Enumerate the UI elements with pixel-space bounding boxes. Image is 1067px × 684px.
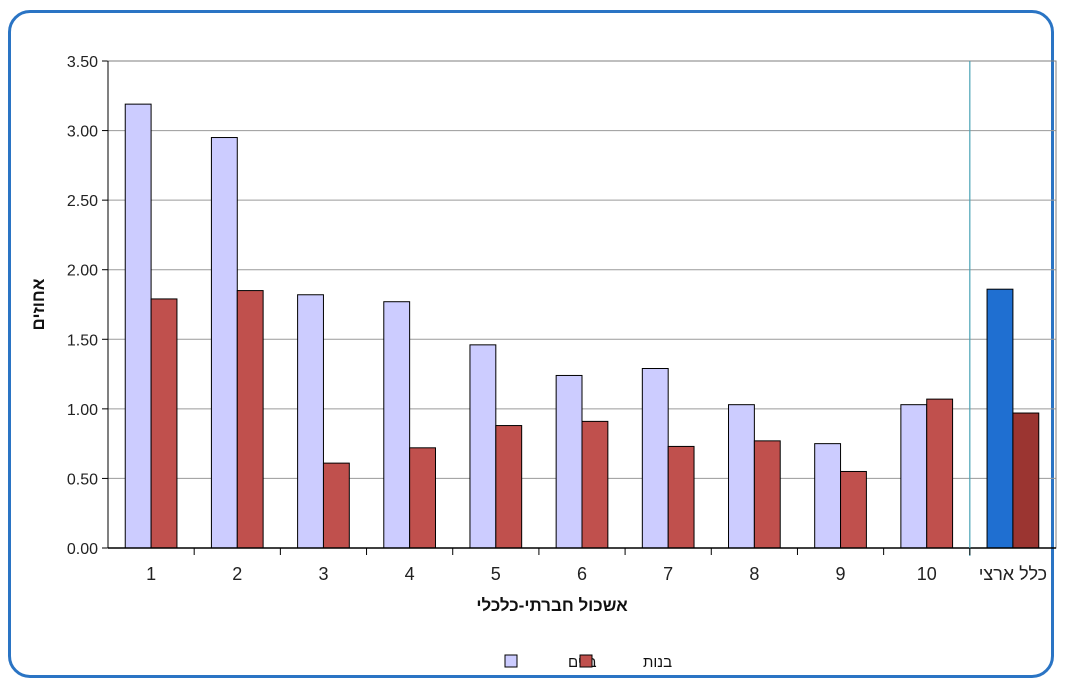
- y-axis-title: אחוזים: [29, 278, 48, 330]
- bar: [297, 294, 324, 549]
- x-tick-label: כלל ארצי: [979, 564, 1047, 584]
- grid-lines: [108, 60, 1056, 479]
- bar: [641, 368, 669, 549]
- x-tick-label: 7: [663, 564, 673, 584]
- bar: [555, 374, 583, 549]
- legend-swatch-girls: [579, 654, 593, 668]
- x-axis-title: אשכול חברתי-כלכלי: [476, 596, 628, 615]
- bar: [814, 443, 842, 549]
- x-tick-label: 8: [749, 564, 759, 584]
- x-tick-label: 5: [491, 564, 501, 584]
- bar: [728, 404, 755, 549]
- bar: [753, 440, 781, 549]
- y-tick-label: 0.50: [67, 471, 98, 488]
- bar: [409, 447, 436, 549]
- bar: [1012, 412, 1040, 549]
- bar: [495, 425, 523, 549]
- x-tick-label: 4: [405, 564, 415, 584]
- bar: [469, 344, 497, 549]
- bar: [926, 398, 954, 549]
- chart-frame: [8, 10, 1054, 678]
- x-tick-labels: 1 2 3 4 5 6 7 8 9 10 כלל ארצי: [146, 564, 1047, 584]
- bar: [124, 103, 152, 549]
- bars: [124, 103, 1040, 549]
- x-tick-label: 1: [146, 564, 156, 584]
- y-tick-label: 3.50: [67, 54, 98, 71]
- bar: [986, 288, 1014, 549]
- y-tick-label: 2.00: [67, 263, 98, 280]
- x-tick-label: 3: [318, 564, 328, 584]
- legend-label-girls: בנות: [643, 654, 672, 671]
- legend-swatch-boys: [504, 654, 518, 668]
- bar: [322, 462, 350, 549]
- x-tick-label: 9: [836, 564, 846, 584]
- x-tick-label: 10: [917, 564, 937, 584]
- bar: [150, 298, 178, 549]
- bar: [900, 404, 928, 549]
- bar: [210, 137, 238, 549]
- legend: בנים בנות: [504, 654, 672, 671]
- bar: [383, 301, 411, 549]
- y-tick-label: 1.00: [67, 402, 98, 419]
- y-tick-labels: 0.00 0.50 1.00 1.50 2.00 2.50 3.00 3.50: [67, 54, 98, 558]
- bar: [840, 470, 867, 549]
- bar: [581, 420, 609, 549]
- y-tick-label: 0.00: [67, 541, 98, 558]
- axes: [102, 60, 1057, 556]
- y-tick-label: 3.00: [67, 124, 98, 141]
- x-tick-label: 6: [577, 564, 587, 584]
- bar: [236, 290, 264, 549]
- y-tick-label: 1.50: [67, 332, 98, 349]
- x-tick-label: 2: [232, 564, 242, 584]
- bar: [667, 445, 695, 549]
- y-tick-label: 2.50: [67, 193, 98, 210]
